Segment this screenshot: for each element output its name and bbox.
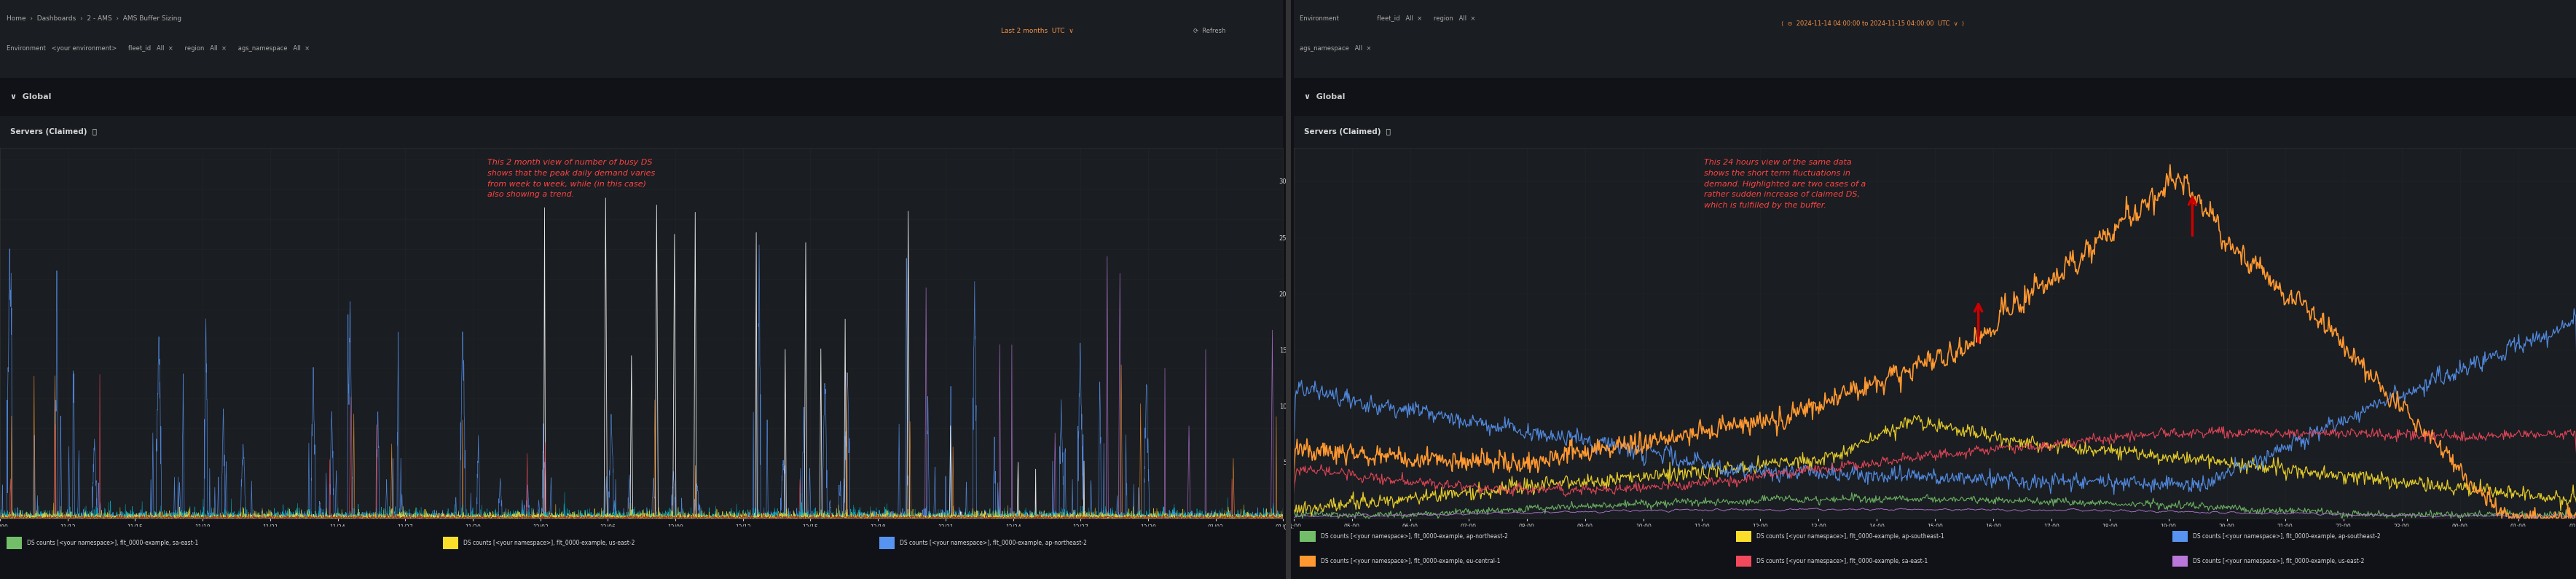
Bar	[2172, 531, 2187, 542]
Text: ∨  Global: ∨ Global	[1303, 93, 1345, 101]
Text: DS counts [<your namespace>], flt_0000-example, sa-east-1: DS counts [<your namespace>], flt_0000-e…	[26, 540, 198, 547]
Text: ags_namespace   All  ×: ags_namespace All ×	[1298, 45, 1370, 52]
Text: DS counts [<your namespace>], flt_0000-example, sa-east-1: DS counts [<your namespace>], flt_0000-e…	[1757, 558, 1927, 565]
Text: DS counts [<your namespace>], flt_0000-example, ap-northeast-2: DS counts [<your namespace>], flt_0000-e…	[1319, 533, 1507, 540]
Bar	[1298, 531, 1314, 542]
Text: ⟨  ⊙  2024-11-14 04:00:00 to 2024-11-15 04:00:00  UTC  ∨  ⟩: ⟨ ⊙ 2024-11-14 04:00:00 to 2024-11-15 04…	[1780, 20, 1963, 27]
Text: ∨  Global: ∨ Global	[10, 93, 52, 101]
Text: DS counts [<your namespace>], flt_0000-example, us-east-2: DS counts [<your namespace>], flt_0000-e…	[464, 540, 634, 547]
Bar	[1736, 531, 1752, 542]
Text: DS counts [<your namespace>], flt_0000-example, us-east-2: DS counts [<your namespace>], flt_0000-e…	[2192, 558, 2365, 565]
Bar	[1736, 555, 1752, 566]
Text: DS counts [<your namespace>], flt_0000-example, eu-central-1: DS counts [<your namespace>], flt_0000-e…	[1319, 558, 1499, 565]
Bar	[2172, 555, 2187, 566]
Bar	[5, 537, 21, 549]
Text: Home  ›  Dashboards  ›  2 - AMS  ›  AMS Buffer Sizing: Home › Dashboards › 2 - AMS › AMS Buffer…	[5, 16, 180, 22]
Text: This 2 month view of number of busy DS
shows that the peak daily demand varies
f: This 2 month view of number of busy DS s…	[487, 159, 654, 199]
Text: Environment                    fleet_id   All  ×      region   All  ×: Environment fleet_id All × region All ×	[1298, 16, 1476, 22]
Text: DS counts [<your namespace>], flt_0000-example, ap-southeast-2: DS counts [<your namespace>], flt_0000-e…	[2192, 533, 2380, 540]
Text: ⟳  Refresh: ⟳ Refresh	[1193, 28, 1226, 35]
Text: Servers (Claimed)  ⓘ: Servers (Claimed) ⓘ	[10, 128, 98, 135]
Text: Servers (Claimed)  ⓘ: Servers (Claimed) ⓘ	[1303, 128, 1391, 135]
Text: DS counts [<your namespace>], flt_0000-example, ap-northeast-2: DS counts [<your namespace>], flt_0000-e…	[899, 540, 1087, 547]
Text: DS counts [<your namespace>], flt_0000-example, ap-southeast-1: DS counts [<your namespace>], flt_0000-e…	[1757, 533, 1945, 540]
Bar	[443, 537, 459, 549]
Text: Environment   <your environment>      fleet_id   All  ×      region   All  ×    : Environment <your environment> fleet_id …	[5, 45, 309, 52]
Bar	[1298, 555, 1314, 566]
Text: Last 2 months  UTC  ∨: Last 2 months UTC ∨	[999, 28, 1074, 35]
Text: This 24 hours view of the same data
shows the short term fluctuations in
demand.: This 24 hours view of the same data show…	[1703, 159, 1865, 209]
Bar	[878, 537, 894, 549]
